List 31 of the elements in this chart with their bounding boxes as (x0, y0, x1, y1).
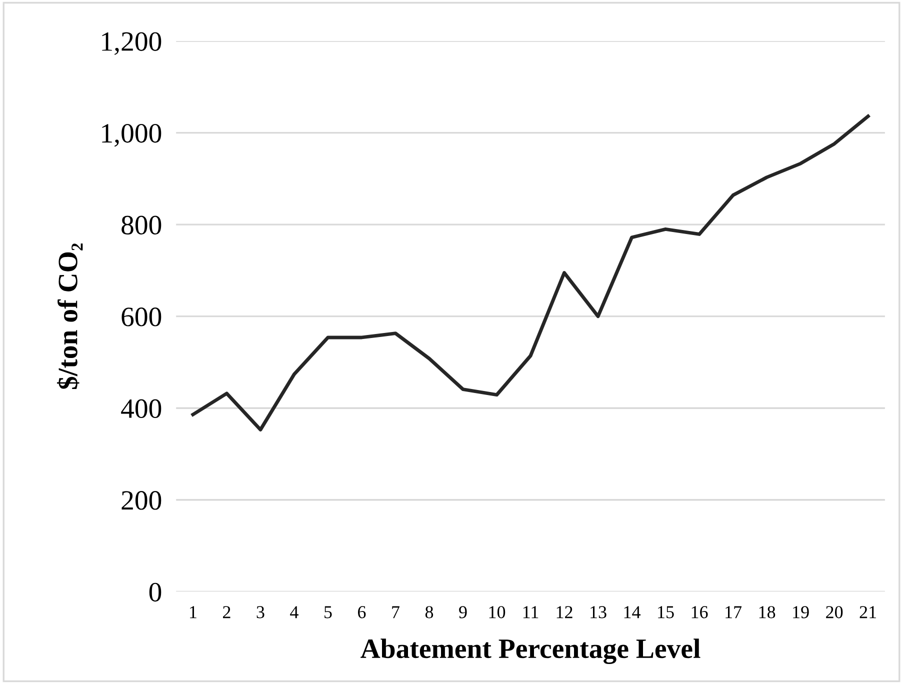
x-tick-label: 7 (392, 606, 400, 618)
y-tick-label: 800 (122, 216, 162, 234)
x-tick-label: 16 (692, 606, 708, 618)
x-tick-label: 3 (256, 606, 264, 618)
y-tick-label: 400 (121, 399, 162, 418)
x-tick-label: 17 (726, 606, 742, 618)
x-tick-label: 11 (523, 606, 538, 618)
y-tick-label: 200 (122, 491, 162, 510)
x-tick-label: 12 (556, 606, 572, 618)
y-tick-label: 600 (122, 308, 162, 326)
y-tick-label: 1,000 (102, 124, 162, 147)
y-tick-label: 0 (149, 582, 162, 602)
x-axis-title: Abatement Percentage Level (360, 638, 700, 664)
x-tick-label: 5 (324, 606, 332, 618)
x-tick-label: 6 (358, 606, 366, 618)
x-tick-label: 9 (459, 606, 467, 618)
x-tick-label: 13 (590, 606, 606, 618)
line-series (191, 114, 870, 432)
x-tick-label: 20 (826, 606, 843, 618)
x-tick-label: 14 (624, 606, 641, 618)
y-tick-label: 1,200 (102, 32, 162, 55)
y-axis-title: $/ton of CO₂ (57, 243, 83, 389)
x-tick-label: 1 (190, 606, 196, 618)
x-tick-label: 2 (222, 606, 230, 618)
x-tick-label: 21 (860, 606, 876, 618)
x-tick-label: 18 (759, 606, 776, 618)
x-tick-label: 19 (793, 606, 809, 618)
x-tick-label: 4 (290, 606, 298, 618)
x-tick-label: 8 (425, 606, 434, 618)
x-tick-label: 10 (489, 606, 506, 618)
x-tick-label: 15 (658, 606, 674, 618)
